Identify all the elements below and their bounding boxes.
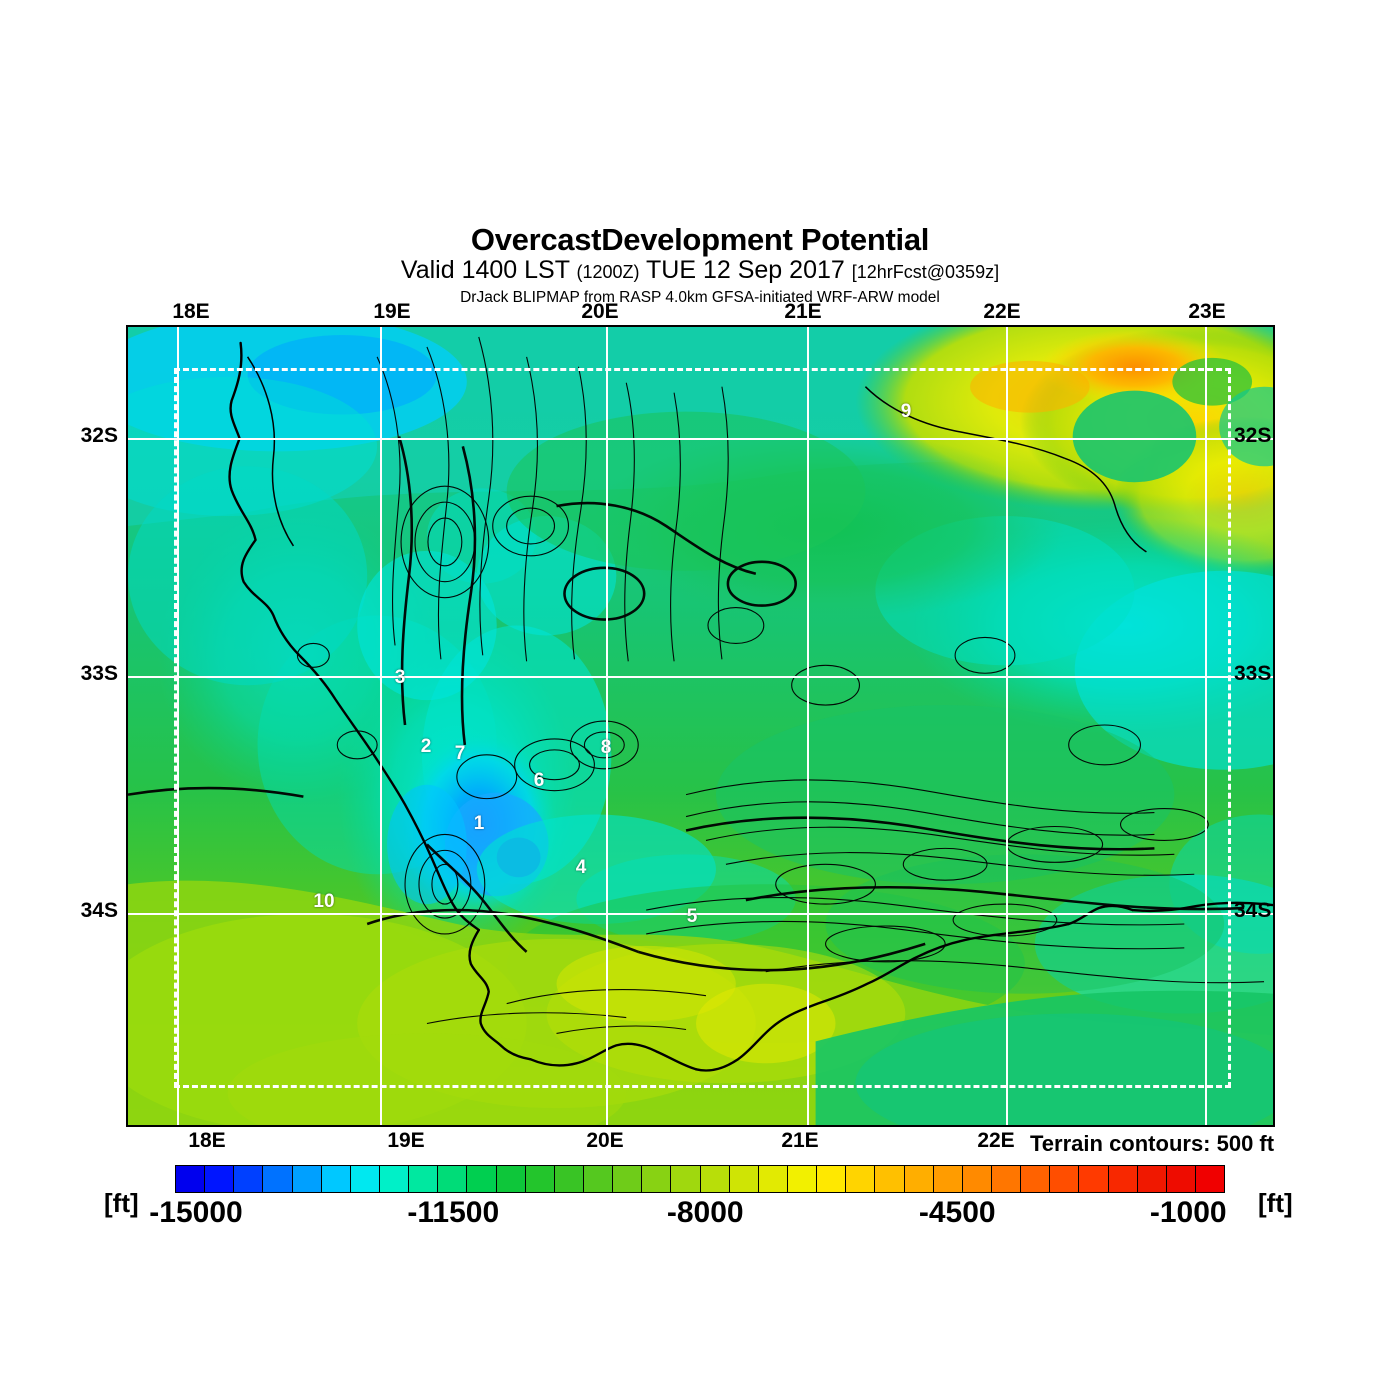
axis-label-bottom-18e: 18E xyxy=(188,1129,226,1152)
valid-time-line: Valid 1400 LST (1200Z) TUE 12 Sep 2017 [… xyxy=(0,255,1400,286)
colorbar-swatch-0 xyxy=(176,1166,206,1192)
colorbar-swatch-5 xyxy=(321,1166,351,1192)
axis-label-top-23e: 23E xyxy=(1188,300,1226,323)
site-marker-4[interactable]: 4 xyxy=(575,857,587,878)
colorbar-swatch-6 xyxy=(350,1166,380,1192)
axis-label-right-32s: 32S xyxy=(1234,424,1272,447)
colorbar[interactable] xyxy=(175,1165,1225,1193)
site-marker-8[interactable]: 8 xyxy=(600,737,612,758)
colorbar-swatch-11 xyxy=(496,1166,526,1192)
colorbar-swatch-32 xyxy=(1108,1166,1138,1192)
map-frame[interactable]: 1 2 3 4 5 6 7 8 9 10 xyxy=(126,325,1275,1127)
colorbar-swatch-2 xyxy=(234,1166,264,1192)
colorbar-swatch-17 xyxy=(671,1166,701,1192)
colorbar-swatch-10 xyxy=(467,1166,497,1192)
colorbar-unit-left: [ft] xyxy=(104,1188,139,1218)
colorbar-swatch-22 xyxy=(817,1166,847,1192)
model-line: DrJack BLIPMAP from RASP 4.0km GFSA-init… xyxy=(460,289,940,307)
axis-label-left-34s: 34S xyxy=(80,899,118,922)
site-marker-5[interactable]: 5 xyxy=(686,906,698,927)
colorbar-tick-2: -8000 xyxy=(666,1196,744,1229)
overcast-development-field xyxy=(128,327,1273,1125)
colorbar-swatch-35 xyxy=(1195,1166,1225,1192)
colorbar-tick-0: -15000 xyxy=(149,1196,243,1229)
colorbar-swatch-18 xyxy=(700,1166,730,1192)
colorbar-swatch-4 xyxy=(292,1166,322,1192)
colorbar-swatch-3 xyxy=(263,1166,293,1192)
valid-day: TUE 12 Sep 2017 xyxy=(646,256,845,284)
colorbar-swatch-27 xyxy=(962,1166,992,1192)
colorbar-swatch-31 xyxy=(1079,1166,1109,1192)
axis-label-top-20e: 20E xyxy=(581,300,619,323)
site-marker-3[interactable]: 3 xyxy=(394,667,406,688)
colorbar-tick-4: -1000 xyxy=(1149,1196,1227,1229)
colorbar-swatch-20 xyxy=(758,1166,788,1192)
axis-label-bottom-19e: 19E xyxy=(387,1129,425,1152)
axis-label-top-19e: 19E xyxy=(373,300,411,323)
site-marker-6[interactable]: 6 xyxy=(533,770,545,791)
colorbar-swatch-25 xyxy=(904,1166,934,1192)
colorbar-swatch-16 xyxy=(642,1166,672,1192)
colorbar-tick-1: -11500 xyxy=(407,1196,500,1229)
colorbar-swatch-13 xyxy=(554,1166,584,1192)
colorbar-swatch-26 xyxy=(933,1166,963,1192)
colorbar-swatch-28 xyxy=(991,1166,1022,1192)
colorbar-tick-3: -4500 xyxy=(918,1196,996,1229)
axis-label-right-34s: 34S xyxy=(1234,899,1272,922)
axis-label-bottom-22e: 22E xyxy=(977,1129,1015,1152)
colorbar-swatch-33 xyxy=(1137,1166,1167,1192)
colorbar-unit-right: [ft] xyxy=(1258,1188,1293,1218)
axis-label-top-22e: 22E xyxy=(983,300,1021,323)
page-title: OvercastDevelopment Potential xyxy=(470,222,930,257)
title-block: OvercastDevelopment Potential Valid 1400… xyxy=(0,224,1400,310)
colorbar-swatch-21 xyxy=(787,1166,818,1192)
colorbar-swatch-9 xyxy=(438,1166,468,1192)
colorbar-swatch-19 xyxy=(729,1166,759,1192)
colorbar-swatch-30 xyxy=(1050,1166,1080,1192)
colorbar-swatch-15 xyxy=(613,1166,643,1192)
axis-label-bottom-20e: 20E xyxy=(586,1129,624,1152)
colorbar-swatch-8 xyxy=(409,1166,439,1192)
valid-prefix: Valid 1400 LST xyxy=(400,256,570,284)
site-marker-9[interactable]: 9 xyxy=(900,401,912,422)
colorbar-swatch-12 xyxy=(525,1166,555,1192)
axis-label-right-33s: 33S xyxy=(1234,662,1272,685)
axis-label-top-21e: 21E xyxy=(784,300,822,323)
axis-label-top-18e: 18E xyxy=(172,300,210,323)
colorbar-swatch-14 xyxy=(583,1166,614,1192)
site-marker-1[interactable]: 1 xyxy=(473,813,485,834)
axis-label-left-33s: 33S xyxy=(80,662,118,685)
site-marker-10[interactable]: 10 xyxy=(313,891,335,912)
colorbar-swatch-7 xyxy=(379,1166,410,1192)
colorbar-swatch-34 xyxy=(1166,1166,1196,1192)
colorbar-swatch-24 xyxy=(875,1166,905,1192)
valid-zulu: (1200Z) xyxy=(576,262,640,282)
terrain-contour-note: Terrain contours: 500 ft xyxy=(1030,1131,1275,1156)
colorbar-swatch-23 xyxy=(846,1166,876,1192)
site-marker-2[interactable]: 2 xyxy=(420,736,432,757)
site-marker-7[interactable]: 7 xyxy=(454,743,466,764)
colorbar-swatch-1 xyxy=(205,1166,235,1192)
forecast-hour: [12hrFcst@0359z] xyxy=(851,262,1000,282)
colorbar-swatch-29 xyxy=(1021,1166,1051,1192)
axis-label-left-32s: 32S xyxy=(80,424,118,447)
axis-label-bottom-21e: 21E xyxy=(781,1129,819,1152)
